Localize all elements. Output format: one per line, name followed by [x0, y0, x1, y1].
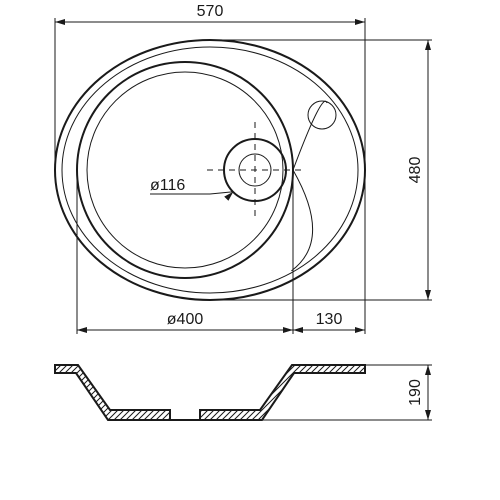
svg-text:480: 480	[407, 157, 424, 184]
svg-text:190: 190	[407, 379, 424, 406]
technical-drawing: 570 480 ø400 130 ø116 190	[0, 0, 500, 500]
svg-text:130: 130	[316, 311, 343, 328]
dimensions: 570 480 ø400 130 ø116 190	[55, 3, 432, 420]
side-view	[55, 365, 365, 420]
svg-text:ø400: ø400	[167, 311, 204, 328]
svg-text:570: 570	[197, 3, 224, 20]
svg-text:ø116: ø116	[150, 177, 185, 194]
top-view	[55, 40, 365, 300]
